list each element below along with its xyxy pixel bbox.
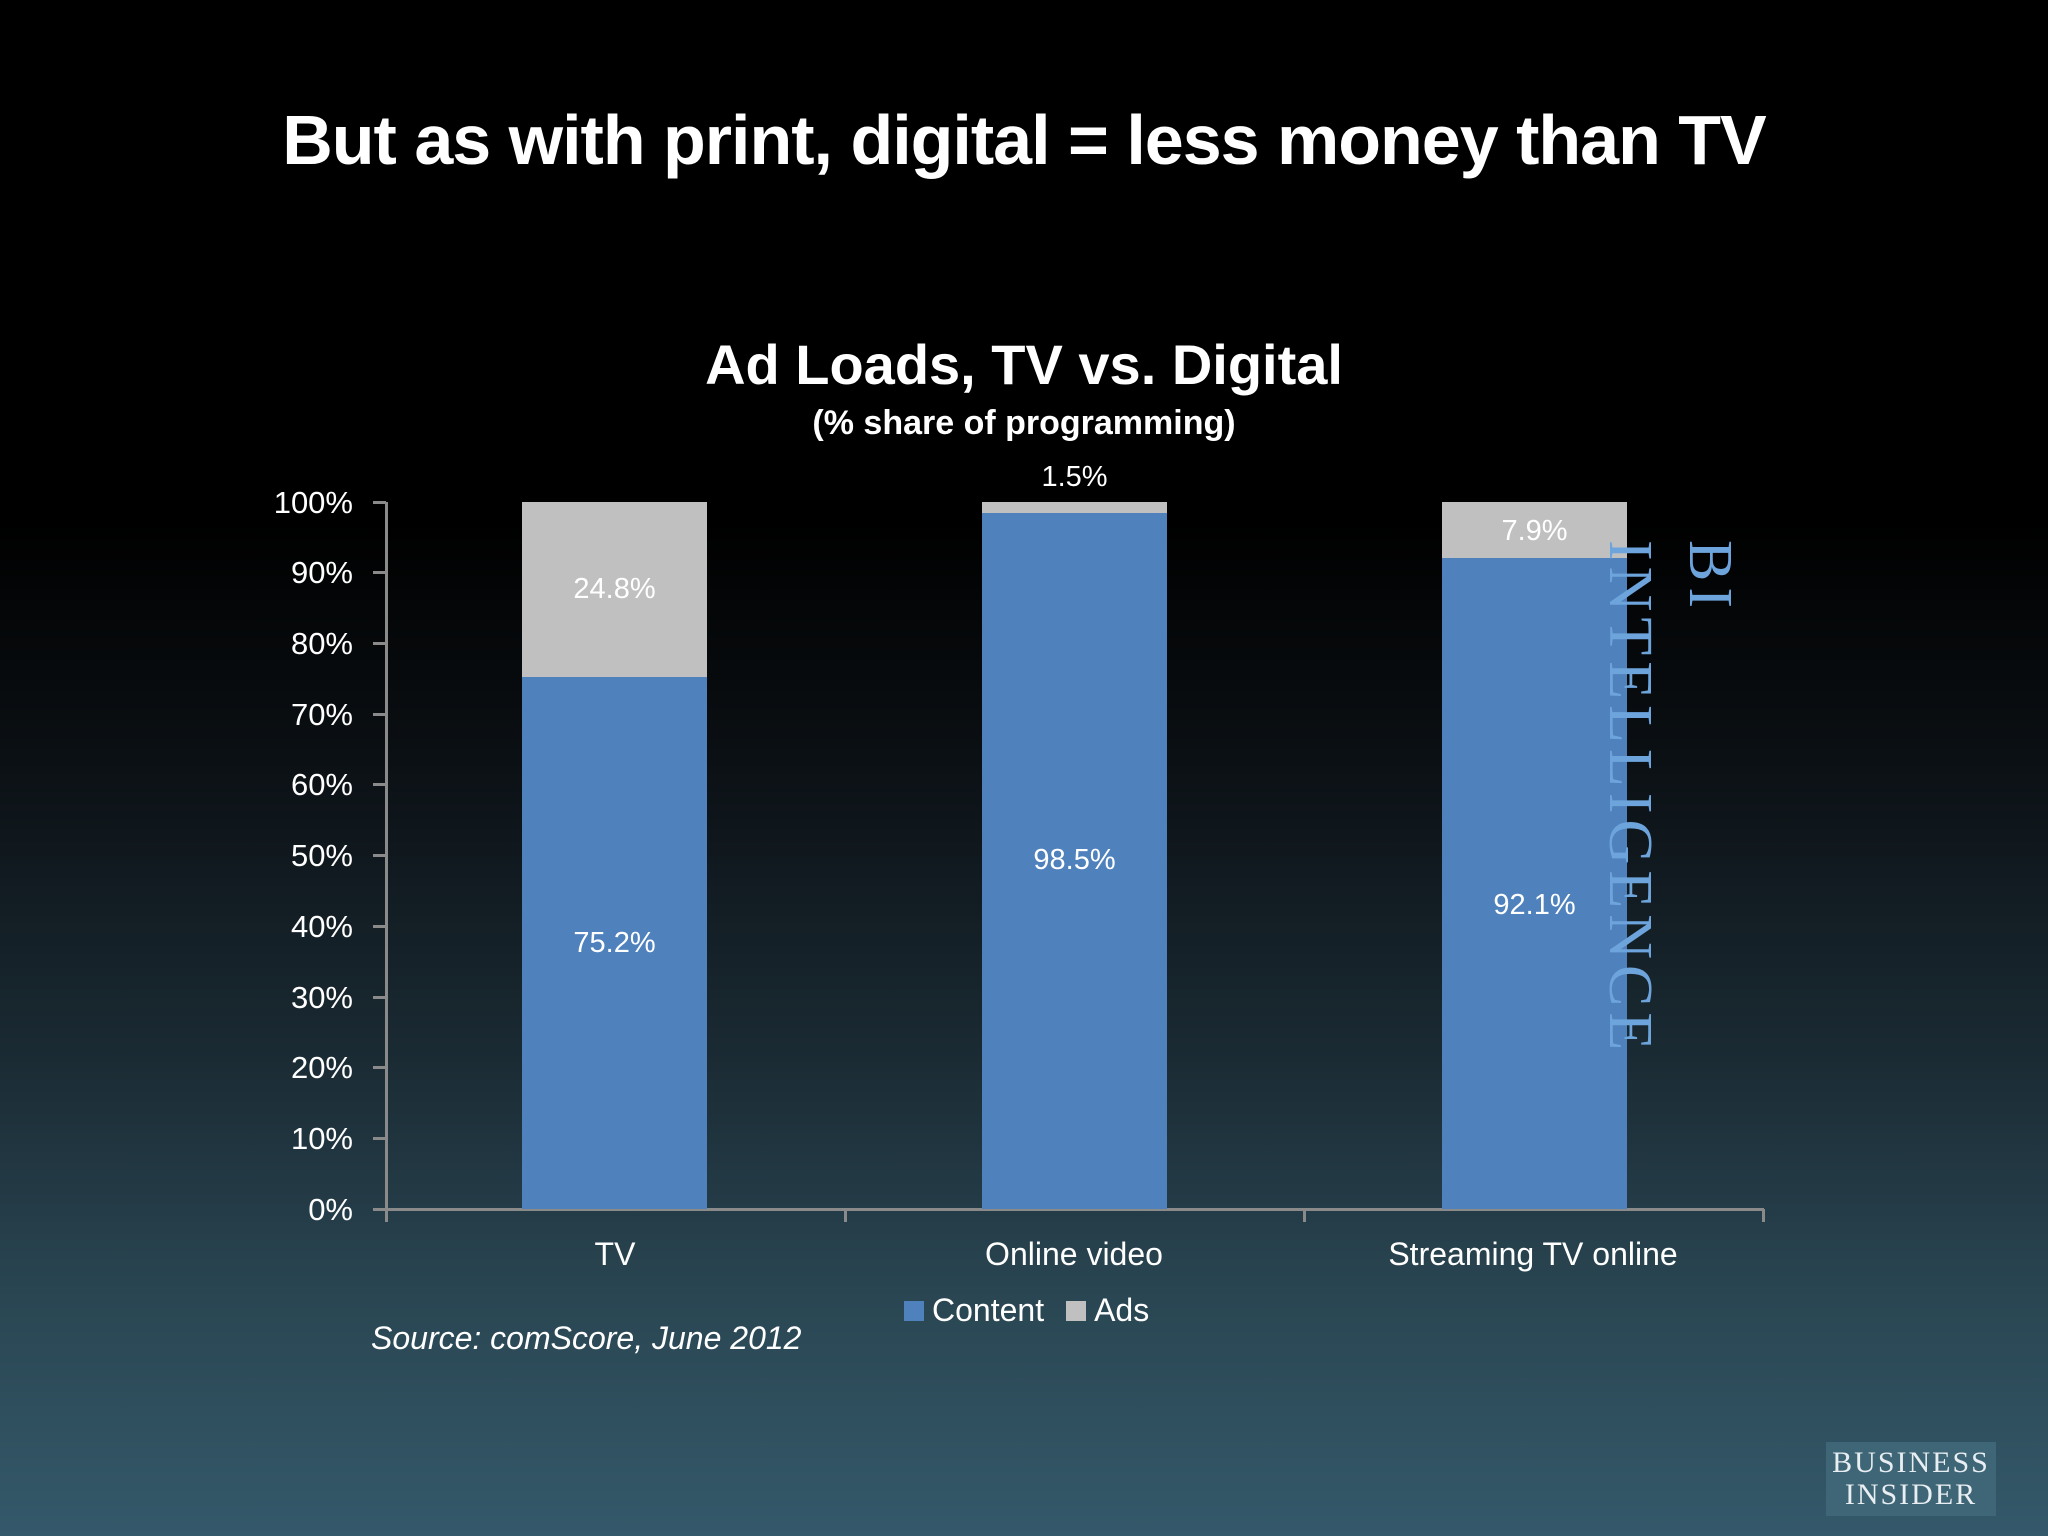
legend-swatch-content xyxy=(904,1300,924,1321)
business-insider-logo: BUSINESS INSIDER xyxy=(1826,1442,1996,1516)
y-tick xyxy=(373,1208,386,1211)
data-label: 92.1% xyxy=(1493,889,1576,921)
legend-item-ads[interactable]: Ads xyxy=(1066,1292,1149,1329)
y-tick-label: 80% xyxy=(290,626,353,661)
bi-intelligence-watermark: BI INTELLIGENCE xyxy=(1596,540,1744,1057)
chart-legend: Content Ads xyxy=(904,1292,1149,1329)
x-tick xyxy=(1303,1209,1306,1222)
x-category-label: Online video xyxy=(985,1236,1163,1272)
bar-segment-content[interactable]: 92.1% xyxy=(1442,558,1627,1209)
x-axis xyxy=(378,1208,1764,1211)
x-tick xyxy=(844,1209,847,1222)
y-tick xyxy=(373,783,386,786)
x-category-label: Streaming TV online xyxy=(1388,1236,1678,1272)
logo-line-2: INSIDER xyxy=(1844,1478,1978,1511)
x-tick xyxy=(1762,1209,1765,1222)
y-tick-label: 70% xyxy=(290,697,353,732)
y-tick-label: 50% xyxy=(290,838,353,873)
bar-segment-ads[interactable]: 24.8% xyxy=(522,502,707,677)
bar-streaming-tv-online[interactable]: 7.9% 92.1% xyxy=(1442,502,1627,1209)
data-label-outside: 1.5% xyxy=(1041,461,1108,493)
bar-segment-ads[interactable] xyxy=(982,502,1167,513)
legend-label: Ads xyxy=(1094,1292,1150,1328)
slide-title: But as with print, digital = less money … xyxy=(282,101,1767,179)
legend-item-content[interactable]: Content xyxy=(904,1292,1044,1329)
logo-line-1: BUSINESS xyxy=(1832,1446,1990,1479)
source-note: Source: comScore, June 2012 xyxy=(371,1320,802,1356)
legend-label: Content xyxy=(932,1292,1045,1328)
y-axis xyxy=(385,502,388,1210)
x-category-label: TV xyxy=(594,1236,636,1272)
x-tick xyxy=(385,1209,388,1222)
y-tick-label: 30% xyxy=(290,980,353,1015)
bar-segment-ads[interactable]: 7.9% xyxy=(1442,502,1627,558)
y-tick xyxy=(373,501,386,504)
y-tick-label: 100% xyxy=(273,485,353,520)
bar-segment-content[interactable]: 98.5% xyxy=(982,513,1167,1209)
y-tick xyxy=(373,642,386,645)
y-tick xyxy=(373,1137,386,1140)
y-tick-label: 60% xyxy=(290,767,353,802)
y-tick-label: 20% xyxy=(290,1050,353,1085)
y-tick-label: 10% xyxy=(290,1121,353,1156)
bar-online-video[interactable]: 98.5% xyxy=(982,502,1167,1209)
y-tick-label: 90% xyxy=(290,555,353,590)
y-tick-label: 0% xyxy=(308,1192,353,1227)
chart-title: Ad Loads, TV vs. Digital xyxy=(705,333,1343,396)
y-tick xyxy=(373,713,386,716)
data-label: 7.9% xyxy=(1501,515,1568,547)
y-tick-label: 40% xyxy=(290,909,353,944)
y-tick xyxy=(373,925,386,928)
y-tick xyxy=(373,571,386,574)
data-label: 98.5% xyxy=(1033,844,1116,876)
bar-tv[interactable]: 24.8% 75.2% xyxy=(522,502,707,1209)
y-tick xyxy=(373,1066,386,1069)
chart-subtitle: (% share of programming) xyxy=(812,404,1236,442)
y-tick xyxy=(373,854,386,857)
legend-swatch-ads xyxy=(1066,1300,1087,1321)
data-label: 75.2% xyxy=(573,927,656,959)
y-tick xyxy=(373,996,386,999)
data-label: 24.8% xyxy=(573,573,656,605)
bar-segment-content[interactable]: 75.2% xyxy=(522,677,707,1209)
